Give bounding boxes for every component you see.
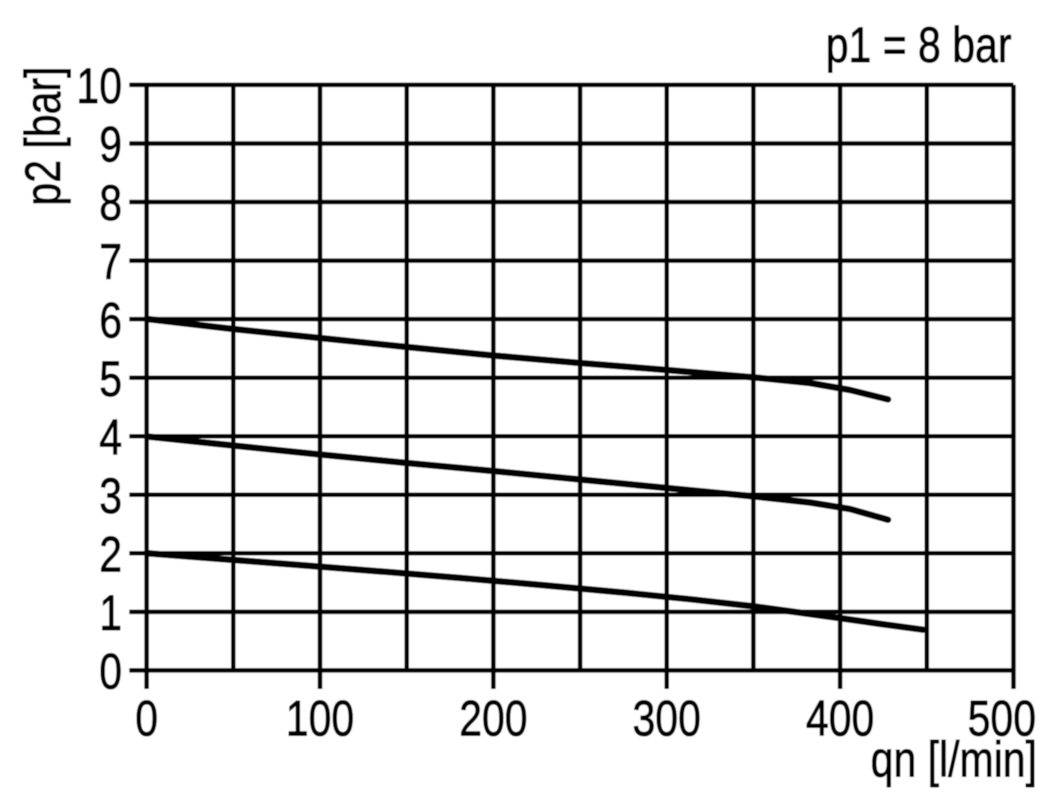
svg-text:6: 6: [99, 292, 122, 348]
svg-text:7: 7: [99, 234, 122, 290]
svg-text:p1 = 8 bar: p1 = 8 bar: [826, 17, 1012, 73]
svg-text:qn [l/min]: qn [l/min]: [871, 732, 1037, 788]
svg-text:400: 400: [806, 691, 874, 747]
svg-text:100: 100: [286, 691, 354, 747]
svg-text:200: 200: [459, 691, 527, 747]
svg-text:8: 8: [99, 175, 122, 231]
svg-text:300: 300: [632, 691, 700, 747]
svg-text:9: 9: [99, 117, 122, 173]
svg-text:p2 [bar]: p2 [bar]: [15, 67, 71, 206]
svg-text:500: 500: [968, 691, 1036, 747]
svg-text:4: 4: [99, 410, 122, 466]
svg-text:5: 5: [99, 351, 122, 407]
svg-text:1: 1: [99, 585, 122, 641]
svg-text:0: 0: [135, 691, 158, 747]
svg-text:0: 0: [99, 644, 122, 700]
svg-text:2: 2: [99, 527, 122, 583]
svg-text:3: 3: [99, 468, 122, 524]
svg-text:10: 10: [76, 58, 122, 114]
